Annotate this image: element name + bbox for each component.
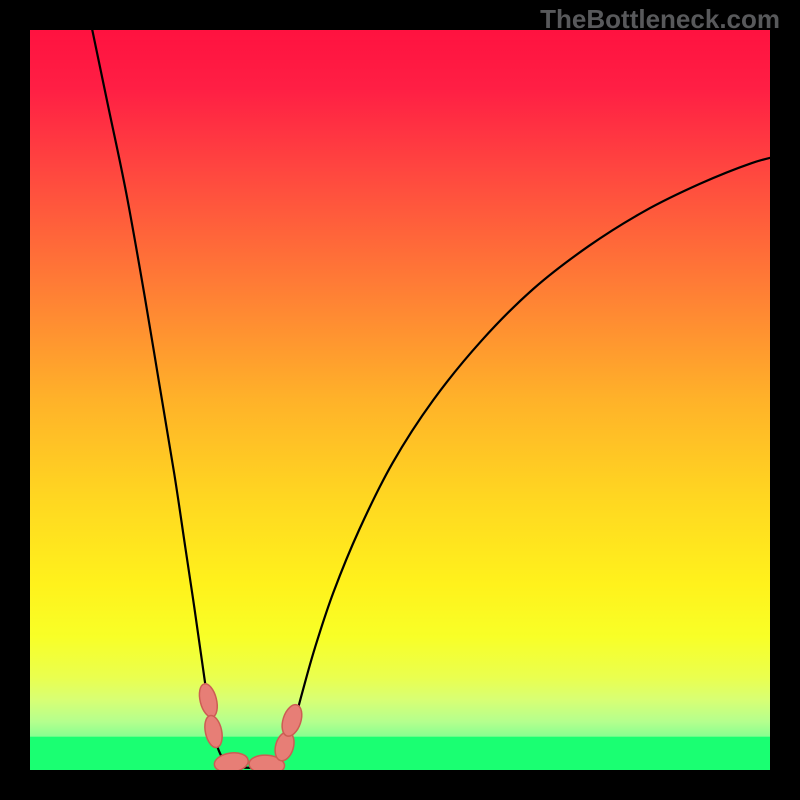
watermark-text: TheBottleneck.com xyxy=(540,4,780,35)
green-floor-band xyxy=(30,737,770,770)
bottleneck-chart xyxy=(0,0,800,800)
gradient-background xyxy=(30,30,770,770)
